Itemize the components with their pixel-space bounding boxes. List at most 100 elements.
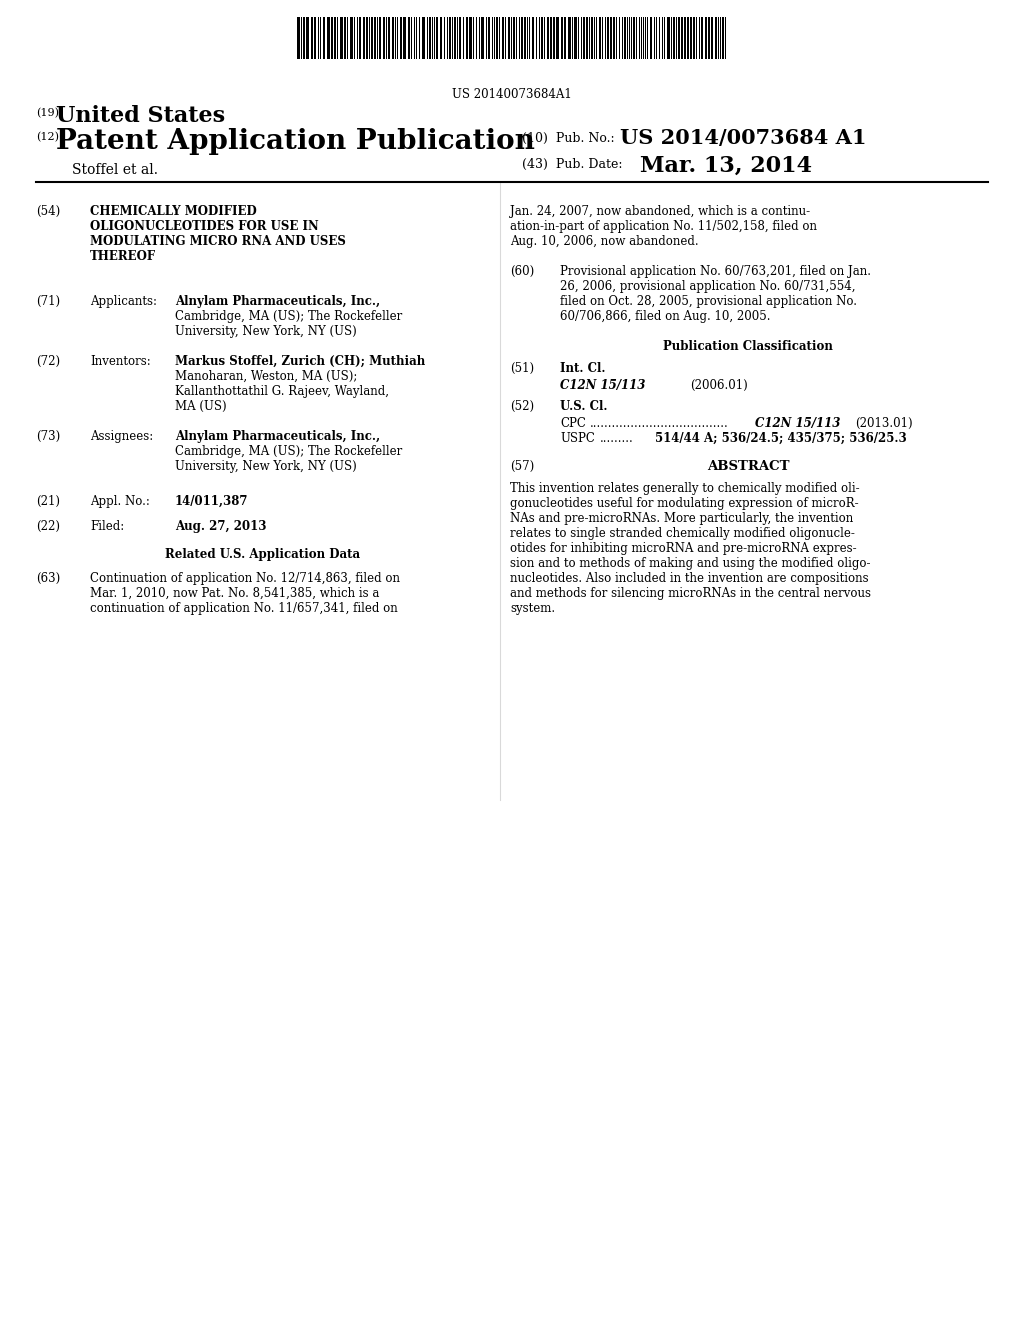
Text: Assignees:: Assignees:: [90, 430, 154, 444]
Bar: [561, 17, 563, 59]
Text: (19): (19): [36, 108, 59, 119]
Text: Markus Stoffel, Zurich (CH); Muthiah: Markus Stoffel, Zurich (CH); Muthiah: [175, 355, 425, 368]
Bar: [564, 17, 566, 59]
Text: Kallanthottathil G. Rajeev, Wayland,: Kallanthottathil G. Rajeev, Wayland,: [175, 385, 389, 399]
Bar: [469, 17, 471, 59]
Bar: [331, 17, 333, 59]
Bar: [618, 17, 620, 59]
Text: (52): (52): [510, 400, 535, 413]
Text: C12N 15/113: C12N 15/113: [560, 379, 645, 392]
Text: (71): (71): [36, 294, 60, 308]
Text: ation-in-part of application No. 11/502,158, filed on: ation-in-part of application No. 11/502,…: [510, 220, 817, 234]
Bar: [403, 17, 406, 59]
Text: Provisional application No. 60/763,201, filed on Jan.: Provisional application No. 60/763,201, …: [560, 265, 871, 279]
Bar: [392, 17, 393, 59]
Bar: [624, 17, 626, 59]
Text: Appl. No.:: Appl. No.:: [90, 495, 150, 508]
Text: (43)  Pub. Date:: (43) Pub. Date:: [522, 158, 623, 172]
Bar: [449, 17, 451, 59]
Bar: [700, 17, 702, 59]
Text: .........: .........: [600, 432, 634, 445]
Bar: [725, 17, 726, 59]
Text: nucleotides. Also included in the invention are compositions: nucleotides. Also included in the invent…: [510, 572, 868, 585]
Text: and methods for silencing microRNAs in the central nervous: and methods for silencing microRNAs in t…: [510, 587, 871, 601]
Text: (12): (12): [36, 132, 59, 143]
Bar: [646, 17, 648, 59]
Bar: [574, 17, 577, 59]
Text: (63): (63): [36, 572, 60, 585]
Bar: [439, 17, 441, 59]
Text: filed on Oct. 28, 2005, provisional application No.: filed on Oct. 28, 2005, provisional appl…: [560, 294, 857, 308]
Bar: [556, 17, 559, 59]
Text: (10)  Pub. No.:: (10) Pub. No.:: [522, 132, 614, 145]
Text: OLIGONUCLEOTIDES FOR USE IN: OLIGONUCLEOTIDES FOR USE IN: [90, 220, 318, 234]
Bar: [539, 17, 540, 59]
Bar: [583, 17, 585, 59]
Text: (2013.01): (2013.01): [855, 417, 912, 430]
Bar: [383, 17, 384, 59]
Text: 14/011,387: 14/011,387: [175, 495, 249, 508]
Bar: [550, 17, 552, 59]
Text: Cambridge, MA (US); The Rockefeller: Cambridge, MA (US); The Rockefeller: [175, 310, 402, 323]
Text: (22): (22): [36, 520, 60, 533]
Text: Publication Classification: Publication Classification: [664, 341, 833, 352]
Text: Alnylam Pharmaceuticals, Inc.,: Alnylam Pharmaceuticals, Inc.,: [175, 294, 380, 308]
Text: (60): (60): [510, 265, 535, 279]
Text: Manoharan, Weston, MA (US);: Manoharan, Weston, MA (US);: [175, 370, 357, 383]
Text: Patent Application Publication: Patent Application Publication: [56, 128, 535, 154]
Bar: [463, 17, 464, 59]
Text: Aug. 27, 2013: Aug. 27, 2013: [175, 520, 266, 533]
Text: .....................................: .....................................: [590, 417, 729, 430]
Text: gonucleotides useful for modulating expression of microR-: gonucleotides useful for modulating expr…: [510, 498, 859, 510]
Bar: [399, 17, 401, 59]
Text: 26, 2006, provisional application No. 60/731,554,: 26, 2006, provisional application No. 60…: [560, 280, 855, 293]
Text: THEREOF: THEREOF: [90, 249, 156, 263]
Bar: [676, 17, 677, 59]
Bar: [492, 17, 493, 59]
Bar: [601, 17, 603, 59]
Bar: [521, 17, 522, 59]
Text: continuation of application No. 11/657,341, filed on: continuation of application No. 11/657,3…: [90, 602, 397, 615]
Bar: [408, 17, 410, 59]
Text: Alnylam Pharmaceuticals, Inc.,: Alnylam Pharmaceuticals, Inc.,: [175, 430, 380, 444]
Text: C12N 15/113: C12N 15/113: [755, 417, 841, 430]
Text: Applicants:: Applicants:: [90, 294, 157, 308]
Text: relates to single stranded chemically modified oligonucle-: relates to single stranded chemically mo…: [510, 527, 855, 540]
Bar: [349, 17, 352, 59]
Bar: [433, 17, 435, 59]
Text: (51): (51): [510, 362, 535, 375]
Bar: [323, 17, 325, 59]
Bar: [379, 17, 381, 59]
Text: Aug. 10, 2006, now abandoned.: Aug. 10, 2006, now abandoned.: [510, 235, 698, 248]
Bar: [459, 17, 461, 59]
Bar: [553, 17, 555, 59]
Text: United States: United States: [56, 106, 225, 127]
Bar: [544, 17, 545, 59]
Text: (21): (21): [36, 495, 60, 508]
Text: US 2014/0073684 A1: US 2014/0073684 A1: [620, 128, 866, 148]
Text: Filed:: Filed:: [90, 520, 124, 533]
Text: MODULATING MICRO RNA AND USES: MODULATING MICRO RNA AND USES: [90, 235, 346, 248]
Text: NAs and pre-microRNAs. More particularly, the invention: NAs and pre-microRNAs. More particularly…: [510, 512, 853, 525]
Bar: [678, 17, 680, 59]
Bar: [609, 17, 611, 59]
Bar: [650, 17, 652, 59]
Bar: [722, 17, 724, 59]
Bar: [690, 17, 691, 59]
Bar: [513, 17, 514, 59]
Bar: [371, 17, 373, 59]
Text: USPC: USPC: [560, 432, 595, 445]
Text: U.S. Cl.: U.S. Cl.: [560, 400, 607, 413]
Bar: [508, 17, 510, 59]
Bar: [475, 17, 477, 59]
Bar: [356, 17, 358, 59]
Bar: [604, 17, 606, 59]
Text: Int. Cl.: Int. Cl.: [560, 362, 605, 375]
Bar: [337, 17, 338, 59]
Bar: [615, 17, 617, 59]
Bar: [327, 17, 330, 59]
Bar: [673, 17, 675, 59]
Bar: [591, 17, 593, 59]
Bar: [633, 17, 635, 59]
Text: (72): (72): [36, 355, 60, 368]
